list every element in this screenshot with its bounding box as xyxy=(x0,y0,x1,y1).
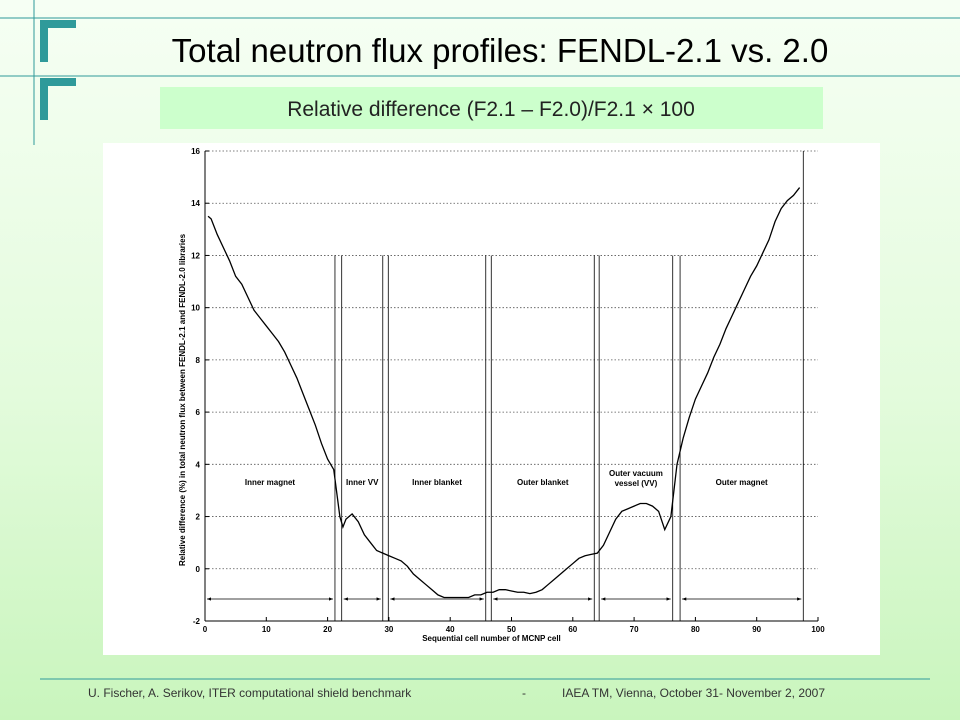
x-tick-label: 70 xyxy=(630,625,639,634)
x-tick-label: 100 xyxy=(811,625,825,634)
subtitle-box xyxy=(160,87,823,129)
y-axis-label: Relative difference (%) in total neutron… xyxy=(178,233,187,566)
data-line xyxy=(207,187,801,599)
y-tick-label: -2 xyxy=(193,617,201,626)
x-tick-label: 10 xyxy=(262,625,271,634)
deco-bracket xyxy=(40,78,76,120)
y-tick-label: 0 xyxy=(196,565,201,574)
region-label: Outer blanket xyxy=(517,478,569,487)
x-tick-label: 30 xyxy=(384,625,393,634)
footer-separator: - xyxy=(522,686,526,700)
x-tick-label: 60 xyxy=(568,625,577,634)
region-label: Outer magnet xyxy=(716,478,768,487)
x-tick-label: 40 xyxy=(446,625,455,634)
y-tick-label: 4 xyxy=(196,460,201,469)
subtitle: Relative difference (F2.1 – F2.0)/F2.1 ×… xyxy=(287,98,695,121)
footer-left: U. Fischer, A. Serikov, ITER computation… xyxy=(88,686,412,700)
title: Total neutron flux profiles: FENDL-2.1 v… xyxy=(172,32,829,69)
y-tick-label: 16 xyxy=(191,147,200,156)
x-tick-label: 50 xyxy=(507,625,516,634)
region-label: Inner VV xyxy=(346,478,379,487)
x-tick-label: 20 xyxy=(323,625,332,634)
region-label: vessel (VV) xyxy=(615,479,658,488)
region-label: Inner blanket xyxy=(412,478,462,487)
y-tick-label: 8 xyxy=(196,356,201,365)
footer-right: IAEA TM, Vienna, October 31- November 2,… xyxy=(562,686,825,700)
region-label: Outer vacuum xyxy=(609,469,663,478)
y-tick-label: 6 xyxy=(196,408,201,417)
y-tick-label: 14 xyxy=(191,199,200,208)
deco-bracket xyxy=(40,20,76,62)
y-tick-label: 2 xyxy=(196,513,201,522)
x-tick-label: 80 xyxy=(691,625,700,634)
x-tick-label: 0 xyxy=(203,625,208,634)
y-tick-label: 12 xyxy=(191,251,200,260)
x-tick-label: 90 xyxy=(752,625,761,634)
region-label: Inner magnet xyxy=(245,478,296,487)
x-axis-label: Sequential cell number of MCNP cell xyxy=(422,634,561,643)
y-tick-label: 10 xyxy=(191,304,200,313)
